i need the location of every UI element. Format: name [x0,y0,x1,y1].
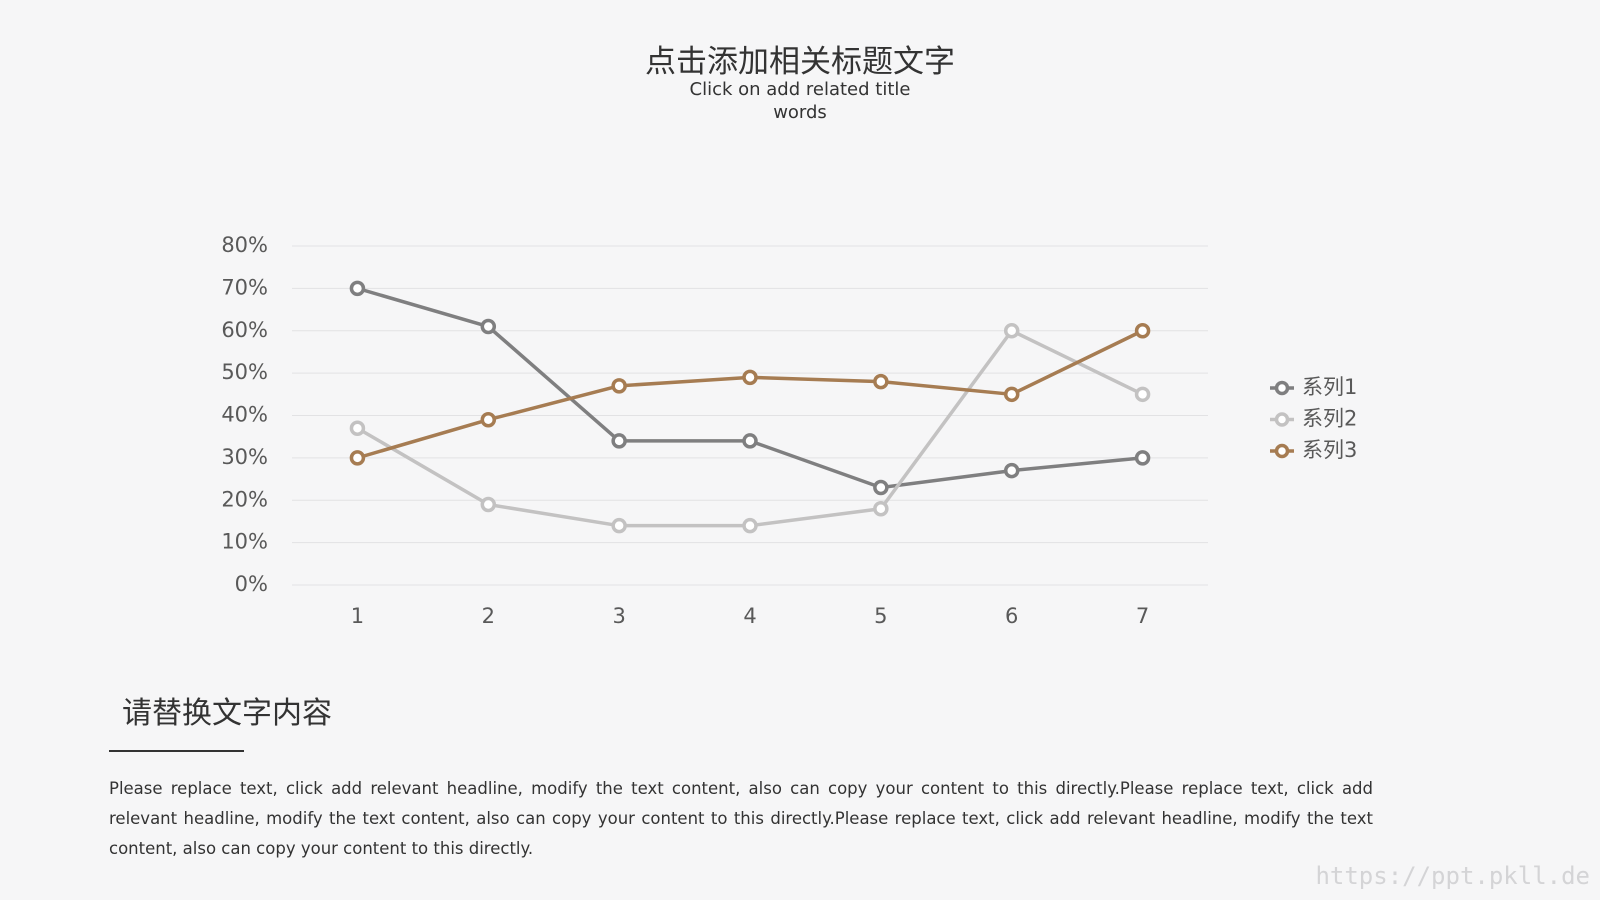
y-tick-label: 10% [221,530,268,554]
data-point [742,517,758,534]
chart-subtitle: Click on add related title words [689,79,911,123]
y-tick-label: 40% [221,403,268,427]
data-point [611,433,627,449]
data-point [349,280,366,297]
data-point [349,450,366,466]
series-line [356,329,1144,528]
data-point [1003,386,1020,403]
legend-label: 系列2 [1302,407,1357,431]
chart-title: 点击添加相关标题文字 [645,44,955,80]
data-point [1003,323,1020,339]
x-tick-label: 2 [482,604,495,628]
y-tick-label: 80% [221,233,268,257]
legend-label: 系列3 [1302,438,1357,462]
legend-marker [1274,380,1290,396]
data-point [349,420,366,436]
y-tick-label: 70% [221,275,268,299]
section-body: Please replace text, click add relevant … [109,779,1373,858]
legend-marker [1274,443,1290,459]
data-point [1134,386,1151,403]
legend-marker [1274,412,1290,427]
section-heading: 请替换文字内容 [122,696,332,731]
data-point [873,373,889,390]
x-tick-label: 7 [1136,604,1149,628]
y-tick-label: 20% [221,487,268,511]
x-tick-label: 3 [612,604,625,628]
x-tick-label: 5 [874,604,887,628]
data-point [873,479,889,496]
y-tick-label: 60% [221,318,268,342]
data-point [480,496,497,513]
watermark: https://ppt.pkll.de [1315,862,1590,890]
y-tick-label: 30% [221,445,268,469]
data-point [480,318,497,335]
heading-rule [109,750,244,752]
data-point [1134,450,1151,466]
y-tick-label: 0% [235,572,268,596]
data-point [1134,323,1151,339]
data-point [873,500,889,517]
data-point [611,517,627,534]
x-tick-label: 6 [1005,604,1018,628]
data-point [1003,462,1020,479]
chart: 0% 10% 20% 30% 40% 50% 60% 70% 80% 1 2 3 4 5 6 7 系列1 系列2 系… [221,233,1357,628]
x-tick-label: 4 [743,604,756,628]
legend-label: 系列1 [1302,375,1357,399]
data-point [611,378,627,394]
data-point [480,411,497,428]
y-tick-label: 50% [221,360,268,384]
x-tick-label: 1 [351,604,364,628]
data-point [742,433,758,449]
data-point [742,369,758,386]
